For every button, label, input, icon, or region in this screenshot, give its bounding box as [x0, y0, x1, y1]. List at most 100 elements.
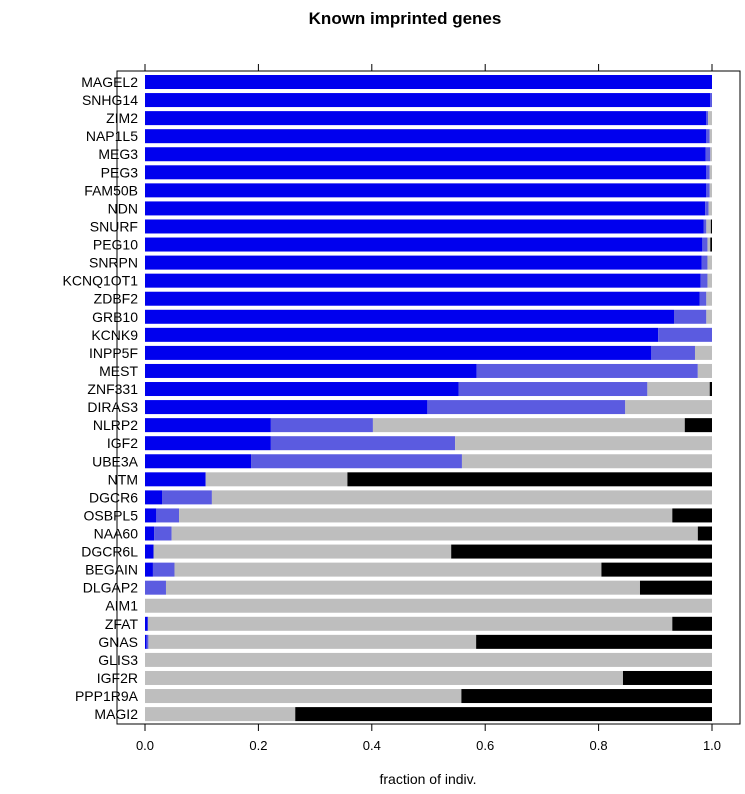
bar-segment-kcnq1ot1-2	[707, 273, 712, 288]
bar-segment-nlrp2-2	[372, 418, 685, 433]
category-label: ZDBF2	[94, 291, 139, 307]
x-axis-label: fraction of indiv.	[379, 771, 476, 787]
category-label: ZFAT	[105, 616, 139, 632]
bar-segment-begain-1	[152, 562, 175, 577]
category-label: DIRAS3	[87, 399, 138, 415]
category-label: NDN	[108, 200, 138, 216]
category-label: SNRPN	[89, 255, 138, 271]
bar-segment-magel2-0	[145, 75, 712, 89]
bar-segment-nap1l5-0	[145, 129, 707, 144]
bar-segment-zfat-0	[145, 616, 148, 631]
bar-segment-aim1-2	[145, 598, 712, 613]
bar-segment-dgcr6-0	[145, 490, 163, 505]
bar-segment-meg3-1	[705, 147, 711, 162]
bar-segment-begain-0	[145, 562, 153, 577]
bar-segment-snurf-1	[703, 219, 707, 234]
bar-segment-diras3-1	[427, 400, 626, 415]
category-label: SNURF	[90, 218, 138, 234]
category-label: UBE3A	[92, 453, 139, 469]
bar-segment-meg3-0	[145, 147, 706, 162]
bar-segment-grb10-1	[674, 309, 707, 324]
bar-segment-osbpl5-2	[179, 508, 673, 523]
category-label: FAM50B	[84, 182, 138, 198]
category-label: ZIM2	[106, 110, 138, 126]
bar-segment-dgcr6l-0	[145, 544, 154, 559]
bar-segment-nap1l5-2	[709, 129, 712, 144]
bar-segment-znf331-0	[145, 382, 459, 397]
bar-segment-peg10-2	[707, 237, 711, 252]
bar-segment-peg3-1	[706, 165, 710, 180]
x-tick-label: 1.0	[703, 738, 721, 753]
bar-segment-inpp5f-0	[145, 345, 652, 360]
bar-segment-naa60-0	[145, 526, 155, 541]
bar-segment-peg10-0	[145, 237, 703, 252]
category-label: BEGAIN	[85, 562, 138, 578]
bar-segment-peg3-0	[145, 165, 707, 180]
bar-segment-naa60-3	[697, 526, 712, 541]
bar-segment-naa60-2	[171, 526, 698, 541]
category-label: MAGEL2	[81, 74, 138, 90]
bar-segment-begain-3	[601, 562, 712, 577]
bar-segment-snrpn-0	[145, 255, 702, 270]
category-label: DLGAP2	[83, 580, 138, 596]
bar-segment-gnas-1	[146, 634, 149, 649]
category-label: OSBPL5	[84, 507, 139, 523]
bar-segment-mest-2	[697, 363, 712, 378]
category-label: NTM	[108, 471, 138, 487]
bar-segment-dgcr6l-3	[451, 544, 712, 559]
bar-segment-osbpl5-0	[145, 508, 157, 523]
bar-segment-ntm-2	[205, 472, 348, 487]
bar-segment-ndn-2	[708, 201, 712, 216]
x-axis: 0.0 0.2 0.4 0.6 0.8 1.0	[136, 724, 721, 753]
bar-segment-znf331-1	[458, 382, 648, 397]
bar-segment-naa60-1	[154, 526, 172, 541]
bars-group	[145, 75, 712, 722]
bar-segment-kcnq1ot1-1	[700, 273, 708, 288]
category-label: MAGI2	[94, 706, 138, 722]
bar-segment-ube3a-0	[145, 454, 252, 469]
category-label: GRB10	[92, 309, 138, 325]
x-tick-label: 0.0	[136, 738, 154, 753]
bar-segment-dgcr6-1	[162, 490, 212, 505]
category-label: NAA60	[94, 526, 139, 542]
x-tick-label: 0.8	[590, 738, 608, 753]
bar-segment-grb10-2	[706, 309, 712, 324]
bar-segment-osbpl5-1	[156, 508, 180, 523]
bar-segment-nlrp2-0	[145, 418, 271, 433]
bar-segment-snhg14-1	[710, 93, 712, 108]
bar-segment-snurf-3	[710, 219, 712, 234]
category-label: KCNQ1OT1	[63, 273, 139, 289]
bar-segment-znf331-3	[709, 382, 712, 397]
category-label: MEST	[99, 363, 138, 379]
bar-segment-zfat-2	[147, 616, 673, 631]
category-label: PEG10	[93, 237, 138, 253]
bar-segment-mest-1	[476, 363, 698, 378]
bar-segment-ntm-3	[347, 472, 712, 487]
bar-segment-snhg14-0	[145, 93, 711, 108]
bar-segment-ppp1r9a-2	[145, 689, 462, 704]
category-label: NAP1L5	[86, 128, 138, 144]
category-label: AIM1	[105, 598, 138, 614]
category-label: SNHG14	[82, 92, 138, 108]
category-label: IGF2R	[97, 670, 138, 686]
bar-segment-diras3-0	[145, 400, 428, 415]
bar-segment-zim2-2	[708, 111, 712, 126]
category-label: ZNF331	[87, 381, 138, 397]
bar-segment-igf2r-2	[145, 670, 623, 685]
bar-segment-igf2-0	[145, 436, 271, 451]
bar-segment-dlgap2-1	[145, 580, 166, 595]
bar-segment-ndn-0	[145, 201, 706, 216]
bar-segment-snurf-0	[145, 219, 704, 234]
bar-segment-glis3-2	[145, 652, 712, 667]
bar-segment-snurf-2	[706, 219, 711, 234]
bar-segment-snrpn-2	[707, 255, 712, 270]
x-tick-label: 0.4	[363, 738, 381, 753]
bar-segment-gnas-0	[145, 634, 147, 649]
category-label: KCNK9	[91, 327, 138, 343]
chart-title: Known imprinted genes	[309, 9, 502, 28]
bar-segment-fam50b-0	[145, 183, 707, 198]
bar-segment-diras3-2	[625, 400, 712, 415]
bar-segment-inpp5f-1	[651, 345, 695, 360]
bar-segment-fam50b-1	[706, 183, 710, 198]
